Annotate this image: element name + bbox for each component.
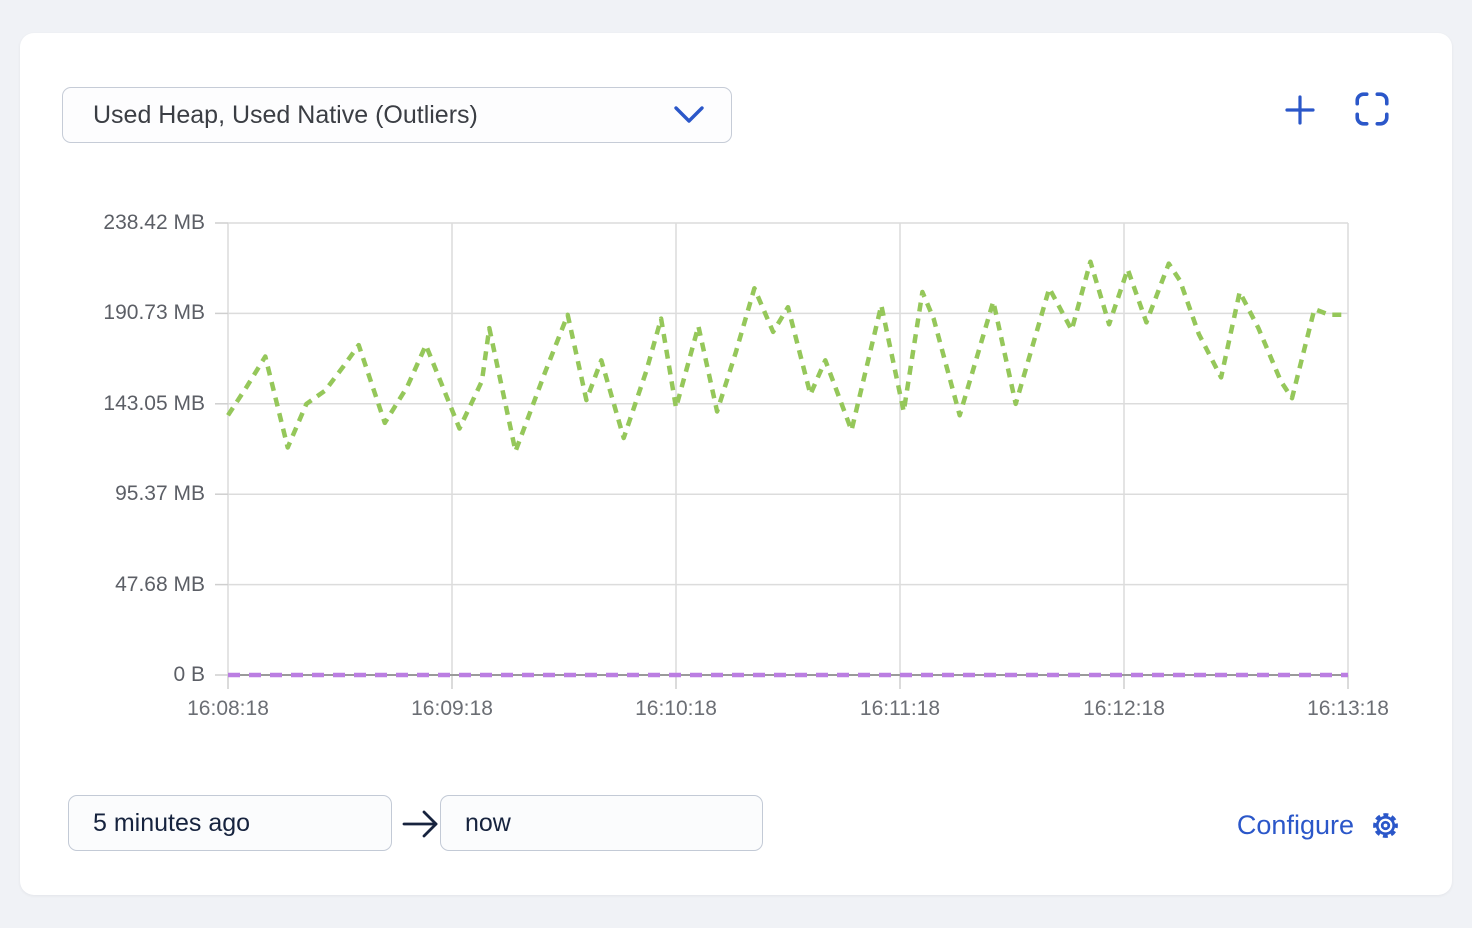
y-axis-label: 143.05 MB <box>103 391 205 415</box>
configure-link[interactable]: Configure <box>1237 805 1402 845</box>
plus-icon <box>1285 95 1315 125</box>
y-axis-label: 0 B <box>173 663 205 686</box>
metric-selector-value: Used Heap, Used Native (Outliers) <box>93 100 478 129</box>
configure-label: Configure <box>1236 809 1354 840</box>
x-axis-label: 16:10:18 <box>635 697 717 720</box>
time-from-value: 5 minutes ago <box>93 808 251 837</box>
x-axis-label: 16:09:18 <box>411 697 493 720</box>
add-chart-button[interactable] <box>1280 90 1320 130</box>
x-axis-label: 16:08:18 <box>187 697 269 720</box>
y-axis-label: 47.68 MB <box>115 572 205 596</box>
y-axis-label: 190.73 MB <box>103 301 205 325</box>
x-axis-label: 16:13:18 <box>1307 697 1389 720</box>
gear-icon <box>1373 812 1398 838</box>
arrow-right-icon <box>402 810 438 838</box>
x-axis-label: 16:11:18 <box>859 697 941 720</box>
metric-selector-dropdown[interactable]: Used Heap, Used Native (Outliers) <box>62 87 732 143</box>
fullscreen-expand-icon <box>1355 92 1389 126</box>
time-from-input[interactable]: 5 minutes ago <box>68 795 392 851</box>
y-axis-label: 238.42 MB <box>103 211 205 234</box>
y-axis-label: 95.37 MB <box>115 482 205 506</box>
x-axis-label: 16:12:18 <box>1083 697 1165 720</box>
fullscreen-button[interactable] <box>1350 87 1394 131</box>
time-to-value: now <box>465 808 511 837</box>
series-used-heap-outliers- <box>226 259 1348 454</box>
chart-panel: Used Heap, Used Native (Outliers) 238.42… <box>20 33 1452 895</box>
chevron-down-icon <box>674 106 704 123</box>
time-to-input[interactable]: now <box>440 795 763 851</box>
